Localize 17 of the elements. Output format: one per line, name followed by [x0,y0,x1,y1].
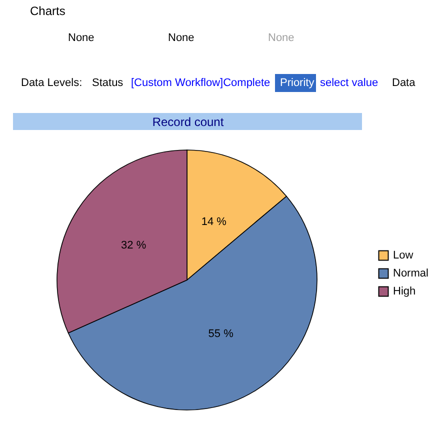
text: Status [92,77,124,89]
legend-label: High [393,286,416,298]
data-label: 32 % [121,239,146,252]
text: None [268,32,294,44]
text: None [168,32,194,44]
text: Data Levels: [21,77,82,89]
legend-label: Normal [393,268,428,280]
data-label: 55 % [208,328,234,340]
text: Charts [30,4,66,18]
data-label: 14 % [201,216,227,228]
chart-title: Record count [152,115,224,129]
text: [Custom Workflow]Complete [131,77,270,89]
text: None [68,32,94,44]
text: select value [320,77,378,89]
text: Data [392,77,416,89]
text: Priority [280,77,315,89]
legend-label: Low [393,250,414,262]
